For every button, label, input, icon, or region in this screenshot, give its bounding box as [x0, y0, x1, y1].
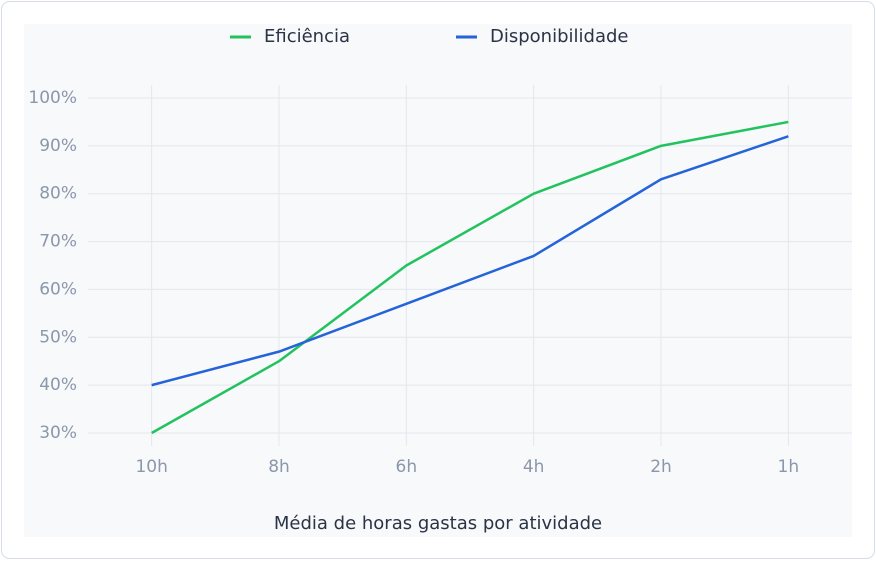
y-tick-label: 60%: [39, 279, 77, 299]
x-tick-label: 6h: [396, 457, 418, 477]
series-line: [151, 120, 789, 435]
x-tick-label: 8h: [268, 457, 290, 477]
y-tick-label: 30%: [39, 423, 77, 443]
x-tick-label: 2h: [650, 457, 672, 477]
plot-panel: [24, 24, 852, 537]
y-tick-label: 70%: [39, 232, 77, 252]
y-tick-label: 80%: [39, 184, 77, 204]
y-tick-label: 50%: [39, 327, 77, 347]
x-axis-title: Média de horas gastas por atividade: [274, 513, 602, 534]
x-tick-label: 1h: [778, 457, 800, 477]
legend-label: Eficiência: [264, 26, 350, 47]
x-tick-label: 4h: [523, 457, 545, 477]
y-tick-label: 100%: [28, 88, 77, 108]
y-tick-label: 90%: [39, 136, 77, 156]
legend-label: Disponibilidade: [490, 26, 628, 47]
x-tick-label: 10h: [135, 457, 167, 477]
y-tick-label: 40%: [39, 375, 77, 395]
series-line: [151, 135, 789, 387]
